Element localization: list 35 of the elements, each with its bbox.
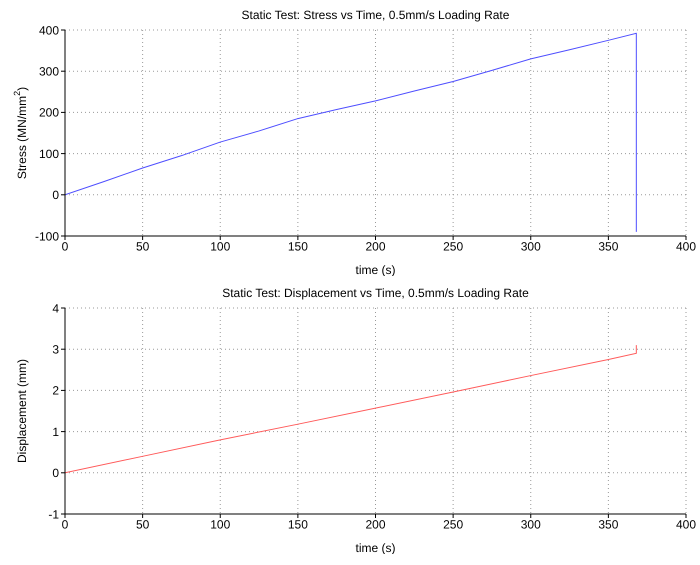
x-tick-label: 350: [598, 240, 619, 254]
y-tick-label: 300: [38, 64, 60, 78]
y-tick-label: 3: [52, 342, 60, 356]
x-tick-label: 0: [62, 518, 69, 532]
x-tick-label: 250: [443, 240, 464, 254]
y-tick-label: 400: [38, 23, 60, 38]
y-tick-label: -100: [34, 229, 60, 244]
x-tick-label: 300: [520, 240, 542, 254]
x-tick-label: 400: [676, 240, 696, 254]
y-tick-label: 100: [38, 146, 60, 161]
y-axis-title: Displacement (mm): [15, 358, 29, 464]
x-tick-label: 250: [443, 518, 464, 532]
y-tick-label: 2: [52, 384, 60, 398]
chart-title: Static Test: Stress vs Time, 0.5mm/s Loading Rate: [240, 8, 510, 24]
y-tick-label: 200: [38, 106, 60, 120]
y-tick-label: 0: [52, 188, 60, 202]
x-tick-label: 300: [520, 518, 542, 532]
y-tick-label: -1: [48, 507, 60, 522]
x-tick-label: 100: [210, 240, 231, 254]
x-tick-label: 400: [676, 518, 696, 532]
x-tick-label: 150: [288, 240, 308, 254]
y-tick-label: 4: [52, 301, 60, 316]
x-tick-label: 200: [365, 518, 386, 532]
y-tick-label: 0: [52, 466, 60, 480]
x-tick-label: 350: [598, 518, 619, 532]
line-series: [65, 32, 637, 232]
y-tick-label: 1: [52, 424, 60, 439]
x-tick-label: 150: [288, 518, 308, 532]
x-tick-label: 0: [62, 240, 69, 254]
x-tick-label: 50: [136, 518, 150, 532]
x-tick-label: 50: [136, 240, 150, 254]
line-series: [65, 344, 637, 474]
x-tick-label: 200: [365, 240, 386, 254]
chart-title: Static Test: Displacement vs Time, 0.5mm/s Loading Rate: [221, 286, 530, 302]
x-tick-label: 100: [210, 518, 231, 532]
